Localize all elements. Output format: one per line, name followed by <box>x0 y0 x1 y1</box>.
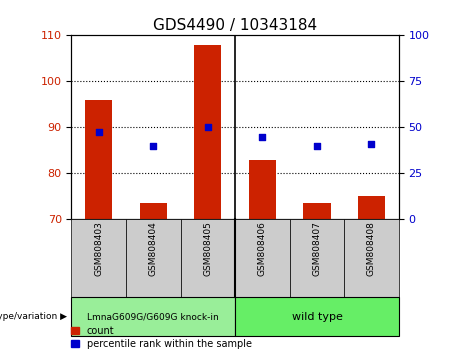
Text: GSM808407: GSM808407 <box>313 221 321 276</box>
Point <box>368 141 375 147</box>
Text: GSM808404: GSM808404 <box>149 221 158 276</box>
Text: wild type: wild type <box>291 312 343 322</box>
Text: GSM808405: GSM808405 <box>203 221 213 276</box>
Point <box>95 129 102 135</box>
Point <box>259 134 266 139</box>
Point <box>149 143 157 149</box>
Bar <box>249 160 276 219</box>
Point <box>313 143 321 149</box>
Text: GSM808403: GSM808403 <box>94 221 103 276</box>
Point <box>204 125 212 130</box>
Bar <box>194 45 221 219</box>
Text: GSM808408: GSM808408 <box>367 221 376 276</box>
Bar <box>140 203 167 219</box>
Bar <box>358 196 385 219</box>
Title: GDS4490 / 10343184: GDS4490 / 10343184 <box>153 18 317 33</box>
Bar <box>85 100 112 219</box>
Text: genotype/variation ▶: genotype/variation ▶ <box>0 312 67 321</box>
Text: LmnaG609G/G609G knock-in: LmnaG609G/G609G knock-in <box>88 312 219 321</box>
Legend: count, percentile rank within the sample: count, percentile rank within the sample <box>67 322 255 353</box>
Text: GSM808406: GSM808406 <box>258 221 267 276</box>
Bar <box>303 203 331 219</box>
